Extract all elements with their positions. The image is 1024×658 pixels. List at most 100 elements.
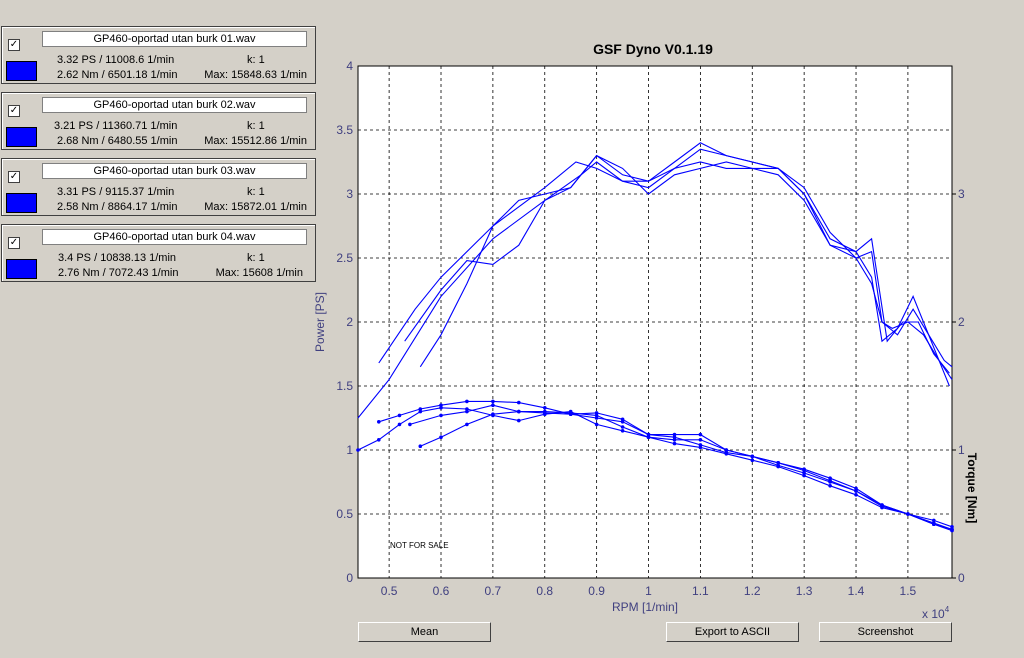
torque-point <box>439 435 443 440</box>
torque-point <box>698 432 703 437</box>
torque-point <box>517 400 521 405</box>
y2-axis-label: Torque [Nm] <box>965 453 979 523</box>
torque-point <box>397 422 402 427</box>
torque-point <box>950 525 954 529</box>
run-panel: ✓ GP460-oportad utan burk 01.wav 3.32 PS /… <box>1 26 316 84</box>
run-power: 3.21 PS / 11360.71 1/min <box>54 120 178 132</box>
y-tick-label: 3.5 <box>336 123 353 137</box>
torque-point <box>418 409 423 414</box>
torque-point <box>854 493 858 497</box>
run-torque: 2.76 Nm / 7072.43 1/min <box>58 267 179 279</box>
torque-point <box>620 420 625 424</box>
export-ascii-button[interactable]: Export to ASCII <box>666 622 799 642</box>
torque-point <box>802 473 806 478</box>
torque-point <box>439 413 443 418</box>
torque-point <box>802 467 806 472</box>
run-k: k: 1 <box>247 54 265 66</box>
run-power: 3.32 PS / 11008.6 1/min <box>57 54 175 66</box>
torque-point <box>543 406 547 410</box>
y-tick-label: 1.5 <box>336 379 353 393</box>
run-color-swatch[interactable] <box>6 61 37 81</box>
run-checkbox[interactable]: ✓ <box>8 171 20 183</box>
torque-point <box>854 486 858 491</box>
x-tick-label: 0.8 <box>536 584 553 598</box>
torque-curve <box>420 411 953 528</box>
run-filename: GP460-oportad utan burk 02.wav <box>42 97 307 113</box>
y2-tick-label: 2 <box>958 315 965 329</box>
torque-point <box>418 407 423 411</box>
torque-point <box>465 422 469 427</box>
torque-point <box>491 399 495 404</box>
torque-point <box>724 448 729 452</box>
torque-point <box>465 409 469 414</box>
y-tick-label: 0.5 <box>336 507 353 521</box>
run-checkbox[interactable]: ✓ <box>8 105 20 117</box>
torque-point <box>594 422 599 427</box>
run-filename: GP460-oportad utan burk 01.wav <box>42 31 307 47</box>
y2-tick-label: 3 <box>958 187 965 201</box>
y-tick-label: 3 <box>346 187 353 201</box>
mean-button[interactable]: Mean <box>358 622 491 642</box>
torque-point <box>802 471 806 475</box>
x-tick-label: 1.4 <box>848 584 865 598</box>
torque-point <box>418 444 423 449</box>
torque-curve <box>409 404 953 532</box>
torque-point <box>356 448 360 452</box>
x-tick-label: 0.5 <box>381 584 398 598</box>
torque-point <box>854 489 858 493</box>
torque-point <box>620 417 625 422</box>
torque-point <box>828 480 832 484</box>
y-axis-label: Power [PS] <box>313 292 327 352</box>
run-color-swatch[interactable] <box>6 127 37 147</box>
run-color-swatch[interactable] <box>6 193 37 213</box>
x-axis-label: RPM [1/min] <box>612 600 678 614</box>
torque-point <box>672 438 677 442</box>
torque-point <box>491 403 495 408</box>
run-checkbox[interactable]: ✓ <box>8 39 20 51</box>
watermark: NOT FOR SALE <box>390 541 449 550</box>
torque-point <box>672 432 677 437</box>
run-max: Max: 15512.86 1/min <box>204 135 307 147</box>
y2-tick-label: 1 <box>958 443 965 457</box>
torque-point <box>672 435 677 440</box>
y-tick-label: 4 <box>346 59 353 73</box>
torque-point <box>932 522 936 526</box>
run-power: 3.31 PS / 9115.37 1/min <box>57 186 175 198</box>
torque-point <box>776 463 780 468</box>
torque-point <box>620 429 625 433</box>
torque-point <box>377 438 381 442</box>
chart-title: GSF Dyno V0.1.19 <box>593 41 713 57</box>
run-max: Max: 15608 1/min <box>215 267 303 279</box>
torque-point <box>517 409 521 414</box>
torque-point <box>750 454 755 459</box>
torque-point <box>377 420 381 424</box>
torque-point <box>646 435 651 440</box>
dyno-chart: GSF Dyno V0.1.19 0.5 0.6 0.7 0.8 0.9 1 1.1 1.2 1… <box>313 41 979 621</box>
x-scale-note: x 104 <box>922 605 950 621</box>
torque-point <box>724 450 729 455</box>
torque-point <box>465 407 469 411</box>
x-tick-label: 1 <box>645 584 652 598</box>
run-checkbox[interactable]: ✓ <box>8 237 20 249</box>
x-tick-label: 0.7 <box>485 584 502 598</box>
run-panel: ✓ GP460-oportad utan burk 04.wav 3.4 PS / … <box>1 224 316 282</box>
torque-point <box>950 528 954 533</box>
torque-point <box>828 484 832 488</box>
torque-point <box>517 418 521 423</box>
x-tick-label: 0.6 <box>433 584 450 598</box>
x-tick-label: 1.1 <box>692 584 709 598</box>
torque-point <box>828 476 832 481</box>
screenshot-button[interactable]: Screenshot <box>819 622 952 642</box>
torque-point <box>439 406 443 410</box>
torque-point <box>594 413 599 418</box>
y-tick-label: 0 <box>346 571 353 585</box>
run-color-swatch[interactable] <box>6 259 37 279</box>
torque-point <box>491 412 495 417</box>
torque-point <box>594 411 599 415</box>
torque-point <box>543 409 547 414</box>
x-tick-label: 1.2 <box>744 584 761 598</box>
run-torque: 2.62 Nm / 6501.18 1/min <box>57 69 178 81</box>
run-max: Max: 15872.01 1/min <box>204 201 307 213</box>
y-tick-label: 2 <box>346 315 353 329</box>
power-curve <box>378 161 953 368</box>
